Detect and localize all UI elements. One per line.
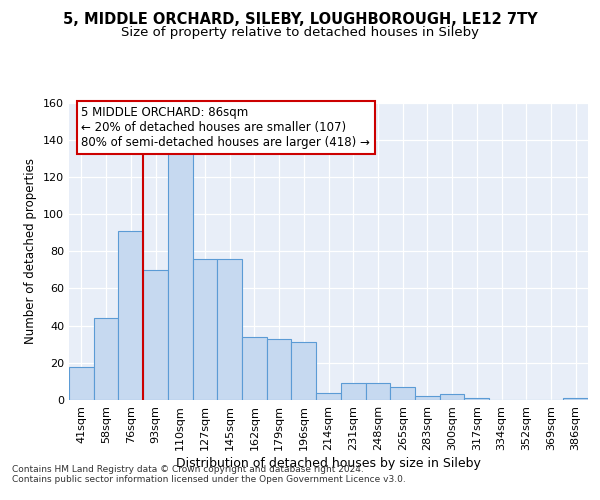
Bar <box>217 258 242 400</box>
Bar <box>390 387 415 400</box>
Bar <box>563 398 588 400</box>
Text: 5 MIDDLE ORCHARD: 86sqm
← 20% of detached houses are smaller (107)
80% of semi-d: 5 MIDDLE ORCHARD: 86sqm ← 20% of detache… <box>82 106 370 149</box>
Bar <box>118 231 143 400</box>
Bar <box>292 342 316 400</box>
Bar <box>316 392 341 400</box>
Bar <box>440 394 464 400</box>
Bar <box>267 338 292 400</box>
Text: 5, MIDDLE ORCHARD, SILEBY, LOUGHBOROUGH, LE12 7TY: 5, MIDDLE ORCHARD, SILEBY, LOUGHBOROUGH,… <box>62 12 538 28</box>
Text: Contains HM Land Registry data © Crown copyright and database right 2024.
Contai: Contains HM Land Registry data © Crown c… <box>12 465 406 484</box>
Bar <box>193 258 217 400</box>
Bar <box>365 384 390 400</box>
X-axis label: Distribution of detached houses by size in Sileby: Distribution of detached houses by size … <box>176 457 481 470</box>
Bar <box>69 366 94 400</box>
Bar <box>464 398 489 400</box>
Bar <box>143 270 168 400</box>
Bar <box>341 384 365 400</box>
Bar <box>94 318 118 400</box>
Y-axis label: Number of detached properties: Number of detached properties <box>25 158 37 344</box>
Text: Size of property relative to detached houses in Sileby: Size of property relative to detached ho… <box>121 26 479 39</box>
Bar <box>242 337 267 400</box>
Bar <box>415 396 440 400</box>
Bar <box>168 152 193 400</box>
